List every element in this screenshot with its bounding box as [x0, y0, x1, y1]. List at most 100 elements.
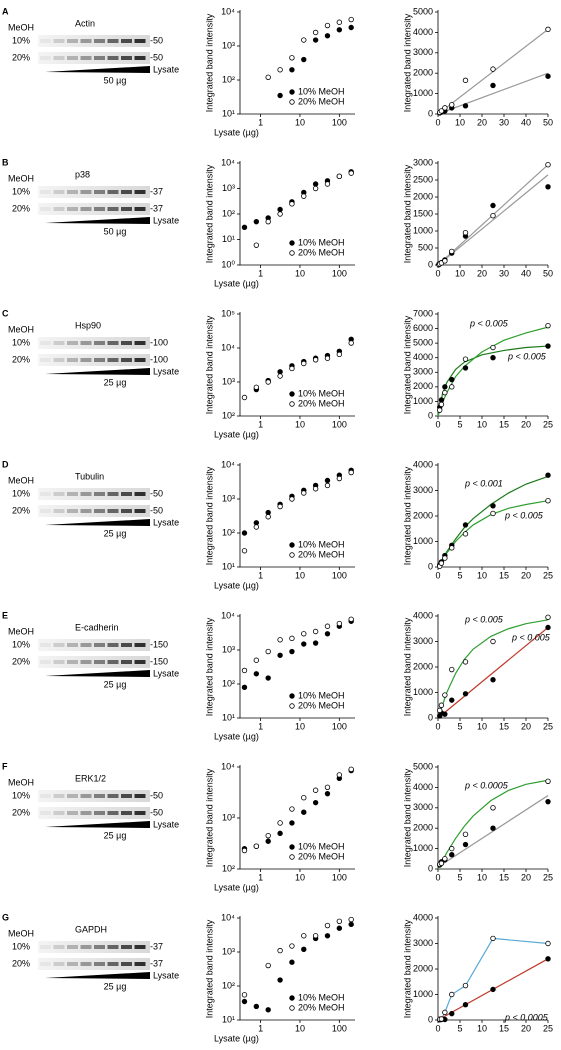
protein-name: ERK1/2 — [75, 773, 106, 783]
x-tick-label: 25 — [543, 721, 553, 731]
x-tick-label: 5 — [457, 570, 462, 580]
data-point — [348, 921, 354, 928]
legend-label: 10% MeOH — [298, 388, 345, 398]
blot-band — [94, 945, 105, 949]
x-tick-label: 100 — [332, 419, 347, 429]
data-point — [442, 692, 448, 698]
x-tick-label: 0 — [435, 872, 440, 882]
blot-band — [40, 509, 51, 513]
legend-label: 20% MeOH — [298, 247, 345, 257]
data-point — [438, 860, 445, 866]
panel-row: B MeOH p38 10% -37 20% -37 Lysate 50 µg 10⁰ 10¹ 10²… — [2, 157, 553, 288]
y-tick-label: 10⁴ — [221, 761, 235, 771]
blot-band — [134, 39, 146, 43]
data-point — [265, 1007, 271, 1013]
blot-band — [107, 509, 119, 513]
data-point — [545, 472, 551, 478]
y-tick-label: 10³ — [222, 946, 235, 956]
data-point — [490, 510, 496, 517]
data-point — [265, 832, 271, 839]
x-axis-label: Lysate (µg) — [214, 278, 259, 288]
legend-marker — [289, 844, 295, 850]
x-tick-label: 5 — [457, 419, 462, 429]
y-tick-label: 1000 — [413, 989, 433, 999]
blot-band — [53, 660, 65, 664]
blot-band — [121, 358, 132, 362]
y-tick-label: 0 — [428, 863, 433, 873]
data-point — [442, 384, 448, 390]
annotation: p < 0.001 — [464, 478, 503, 488]
panel-letter: E — [2, 610, 8, 620]
x-tick-label: 1 — [258, 872, 263, 882]
x-tick-label: 0 — [435, 117, 440, 127]
blot-band — [40, 643, 51, 647]
data-point — [449, 248, 455, 255]
data-point — [301, 360, 307, 367]
legend-label: 10% MeOH — [298, 841, 345, 851]
data-point — [241, 998, 248, 1005]
y-tick-label: 5000 — [413, 6, 433, 16]
lane-label: 20% — [12, 203, 30, 213]
blot-band — [40, 492, 51, 496]
data-point — [301, 631, 307, 637]
data-point — [253, 524, 260, 530]
y-tick-label: 10² — [222, 678, 235, 688]
x-axis-label: Lysate (µg) — [214, 882, 259, 892]
x-tick-label: 100 — [332, 268, 347, 278]
data-point — [462, 659, 469, 665]
blot-band — [67, 190, 78, 194]
y-tick-label: 10⁴ — [221, 6, 235, 16]
data-point — [265, 675, 271, 681]
y-tick-label: 10¹ — [222, 561, 235, 571]
data-point — [462, 103, 469, 109]
x-tick-label: 50 — [543, 268, 553, 278]
x-axis-label: Lysate (µg) — [214, 580, 259, 590]
data-point — [265, 648, 271, 655]
data-point — [289, 959, 295, 965]
data-point — [490, 638, 496, 645]
data-point — [241, 847, 248, 854]
data-point — [348, 170, 354, 176]
y-tick-label: 0 — [428, 561, 433, 571]
data-point — [324, 477, 331, 484]
data-point — [462, 229, 469, 236]
mw-marker: -50 — [150, 790, 163, 800]
lane-label: 10% — [12, 639, 30, 649]
axis-line — [437, 614, 548, 719]
data-point — [324, 631, 331, 637]
lysate-wedge — [45, 972, 150, 979]
data-point — [336, 173, 343, 180]
y-tick-label: 3000 — [413, 802, 433, 812]
blot-band — [94, 811, 105, 815]
data-point — [348, 616, 354, 622]
data-point — [289, 806, 295, 812]
y-axis-label: Integrated band intensity — [402, 315, 412, 414]
blot-band — [107, 811, 119, 815]
panel-row: G MeOH GAPDH 10% -37 20% -37 Lysate 25 µg 10¹ 10² 1… — [2, 912, 553, 1043]
protein-name: Tubulin — [75, 471, 104, 481]
legend-marker — [289, 240, 295, 246]
blot-band — [94, 660, 105, 664]
lane-label: 20% — [12, 52, 30, 62]
data-point — [277, 206, 283, 213]
data-point — [301, 933, 307, 939]
data-point — [462, 982, 469, 989]
data-point — [265, 962, 271, 969]
data-point — [312, 486, 319, 492]
y-tick-label: 3000 — [413, 157, 433, 167]
data-point — [348, 469, 354, 476]
blot-band — [53, 39, 65, 43]
blot-header: MeOH — [8, 626, 34, 636]
x-tick-label: 20 — [521, 872, 531, 882]
lysate-wedge — [45, 368, 150, 375]
blot-header: MeOH — [8, 475, 34, 485]
blot-band — [40, 341, 51, 345]
amount-label: 25 µg — [104, 981, 127, 991]
blot-band — [80, 492, 92, 496]
y-axis-label: Integrated band intensity — [402, 617, 412, 716]
blot-band — [121, 945, 132, 949]
blot-band — [53, 341, 65, 345]
blot-band — [80, 811, 92, 815]
blot-band — [40, 39, 51, 43]
